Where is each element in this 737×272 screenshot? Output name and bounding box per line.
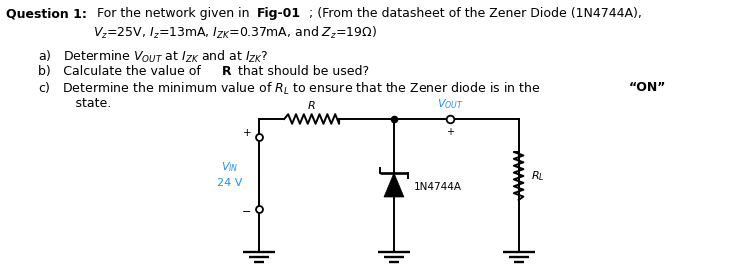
Text: 1N4744A: 1N4744A [414,182,462,192]
Text: “ON”: “ON” [629,81,666,94]
Text: 24 V: 24 V [217,178,242,188]
Text: that should be used?: that should be used? [234,65,369,78]
Text: −: − [242,207,251,217]
Text: state.: state. [38,97,111,110]
Text: a) Determine $V_{OUT}$ at $I_{ZK}$ and at $I_{ZK}$?: a) Determine $V_{OUT}$ at $I_{ZK}$ and a… [38,49,268,65]
Text: $V_z$=25V, $I_z$=13mA, $I_{ZK}$=0.37mA, and $Z_z$=19Ω): $V_z$=25V, $I_z$=13mA, $I_{ZK}$=0.37mA, … [93,25,377,41]
Text: $R$: $R$ [307,99,316,111]
Text: $V_{IN}$: $V_{IN}$ [220,160,238,174]
Text: $R_L$: $R_L$ [531,169,544,183]
Text: +: + [446,127,454,137]
Text: +: + [242,128,251,138]
Polygon shape [384,173,404,197]
Text: c) Determine the minimum value of $R_L$ to ensure that the Zener diode is in the: c) Determine the minimum value of $R_L$ … [38,81,541,97]
Text: For the network given in: For the network given in [93,7,254,20]
Text: Fig-01: Fig-01 [257,7,301,20]
Text: ; (From the datasheet of the Zener Diode (1N4744A),: ; (From the datasheet of the Zener Diode… [310,7,642,20]
Text: R: R [221,65,231,78]
Text: b) Calculate the value of: b) Calculate the value of [38,65,205,78]
Text: Question 1:: Question 1: [6,7,87,20]
Text: $V_{OUT}$: $V_{OUT}$ [437,97,464,111]
